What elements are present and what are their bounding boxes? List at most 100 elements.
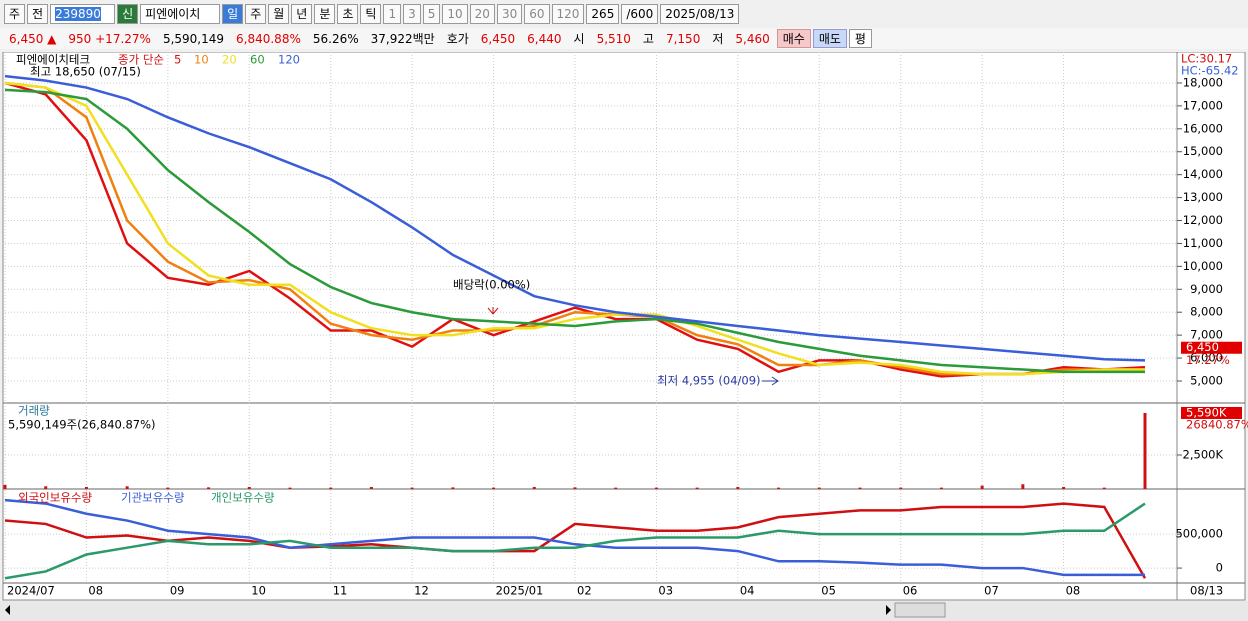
y-tick-label: 10,000	[1183, 259, 1223, 273]
quote-item[interactable]: 37,922백만	[370, 32, 435, 46]
series-line	[4, 81, 1146, 378]
quote-item[interactable]: 매도	[812, 29, 847, 48]
toolbar-item[interactable]: 30	[496, 4, 523, 24]
toolbar-item[interactable]: 1	[383, 4, 402, 24]
y-tick-label: 500,000	[1175, 527, 1223, 541]
y-tick-label: 6,000	[1190, 351, 1223, 365]
marker-arrow	[762, 376, 779, 386]
toolbar-item[interactable]: 주	[245, 4, 267, 24]
quote-item[interactable]: 6,450	[480, 31, 516, 46]
marker-arrow	[487, 307, 499, 315]
toolbar-item[interactable]: 주	[4, 4, 26, 24]
change-label: 26840.87%	[1186, 417, 1248, 431]
toolbar-item[interactable]: 60	[524, 4, 550, 24]
series-line	[4, 81, 1145, 376]
quote-item[interactable]: 6,840.88%	[236, 31, 301, 46]
y-tick-label: 5,000	[1190, 373, 1223, 387]
toolbar-item[interactable]: 월	[268, 4, 290, 24]
quote-item[interactable]: 6,450 ▲	[9, 31, 57, 46]
quote-item[interactable]: 5,590,149	[162, 31, 225, 46]
legend-entry: 5	[174, 53, 181, 67]
panel-subtitle: 5,590,149주(26,840.87%)	[8, 418, 156, 432]
bar	[532, 486, 536, 489]
annotation: 최고 18,650 (07/15)	[30, 65, 141, 79]
y-tick-label: 9,000	[1190, 282, 1223, 296]
quote-bar: 6,450 ▲ 950 +17.27% 5,590,149 6,840.88% 56.2…	[0, 28, 1248, 49]
nav-buttons[interactable]	[894, 602, 946, 618]
y-tick-label: 8,000	[1190, 305, 1223, 319]
annotation: LC:30.17	[1181, 52, 1232, 66]
bar	[125, 486, 129, 489]
x-tick-label: 10	[251, 584, 266, 598]
bar	[817, 487, 821, 489]
quote-item[interactable]: 5,510	[596, 31, 631, 46]
toolbar-item[interactable]: 피엔에이치	[140, 4, 221, 24]
toolbar-item[interactable]: 20	[469, 4, 495, 24]
bar	[1143, 412, 1147, 489]
toolbar-item[interactable]: /600	[621, 4, 659, 24]
quote-item[interactable]: 56.26%	[312, 31, 359, 46]
legend-entry: 외국인보유수량	[18, 491, 92, 505]
annotation: HC:-65.42	[1181, 64, 1239, 78]
toolbar-item[interactable]: 3	[403, 4, 421, 24]
x-tick-label: 12	[414, 584, 429, 598]
plot-bg	[2, 52, 1178, 601]
price-label: 6,450	[1186, 340, 1219, 354]
quote-item[interactable]: 7,150	[665, 31, 701, 46]
legend-entry: 20	[222, 53, 237, 67]
y-tick-label: 15,000	[1183, 144, 1223, 158]
toolbar-item[interactable]: 년	[291, 4, 313, 24]
code-selected: 239890	[55, 7, 101, 21]
quote-item[interactable]: 호가	[446, 32, 469, 46]
toolbar-item[interactable]: 분	[314, 4, 336, 24]
y-tick-label: 16,000	[1183, 121, 1223, 135]
toolbar-item[interactable]: 120	[551, 4, 585, 24]
toolbar: 주 전 239890 신 피엔에이치 일 주 월 년 분 초 틱 1 3 5 10 20 30 60 120 265/6…	[0, 3, 1248, 25]
axis-bg	[1176, 52, 1246, 601]
quote-item[interactable]: 시	[573, 32, 585, 46]
legend-entry: 60	[250, 53, 265, 67]
series-line	[4, 498, 1145, 577]
bar	[1021, 484, 1025, 489]
bar	[695, 487, 699, 489]
toolbar-item[interactable]: 2025/08/13	[660, 4, 740, 24]
quote-item[interactable]: 매수	[776, 29, 811, 48]
bar	[899, 487, 903, 489]
toolbar-item[interactable]: 일	[222, 4, 244, 24]
bar	[44, 486, 48, 489]
series-line	[4, 74, 1146, 362]
quote-item[interactable]: 6,440	[527, 31, 562, 46]
bar	[1062, 486, 1066, 489]
toolbar-item[interactable]: 10	[442, 4, 468, 24]
toolbar-item[interactable]: 전	[27, 4, 49, 24]
bar	[288, 487, 292, 489]
bar	[451, 487, 455, 489]
legend-entry: 기관보유수량	[121, 491, 185, 505]
bar	[654, 487, 658, 489]
scrollbar[interactable]	[0, 601, 1248, 621]
quote-item[interactable]: 5,460	[735, 31, 770, 46]
x-tick-label: 08	[1066, 584, 1081, 598]
quote-item[interactable]: 저	[712, 32, 724, 46]
price-badge	[1181, 341, 1242, 354]
x-tick-label: 08	[88, 584, 103, 598]
toolbar-item[interactable]: 틱	[360, 4, 382, 24]
quote-item[interactable]: 평	[848, 29, 872, 48]
toolbar-item[interactable]: 5	[422, 4, 441, 24]
toolbar-item[interactable]: 265	[586, 4, 620, 24]
quote-item[interactable]: 고	[642, 32, 654, 46]
x-tick-label: 03	[658, 584, 673, 598]
toolbar-item[interactable]: 초	[337, 4, 359, 24]
bar	[614, 487, 618, 489]
x-tick-label: 05	[821, 584, 836, 598]
y-tick-label: 12,000	[1183, 213, 1223, 227]
bar	[777, 487, 781, 489]
y-tick-label: 17,000	[1183, 98, 1223, 112]
x-tick-label: 07	[984, 584, 999, 598]
quote-item[interactable]: 950 +17.27%	[68, 31, 151, 46]
x-tick-label: 2024/07	[7, 584, 55, 598]
toolbar-item[interactable]: 239890	[50, 4, 116, 24]
series-line	[4, 502, 1146, 580]
toolbar-item[interactable]: 신	[117, 4, 139, 24]
